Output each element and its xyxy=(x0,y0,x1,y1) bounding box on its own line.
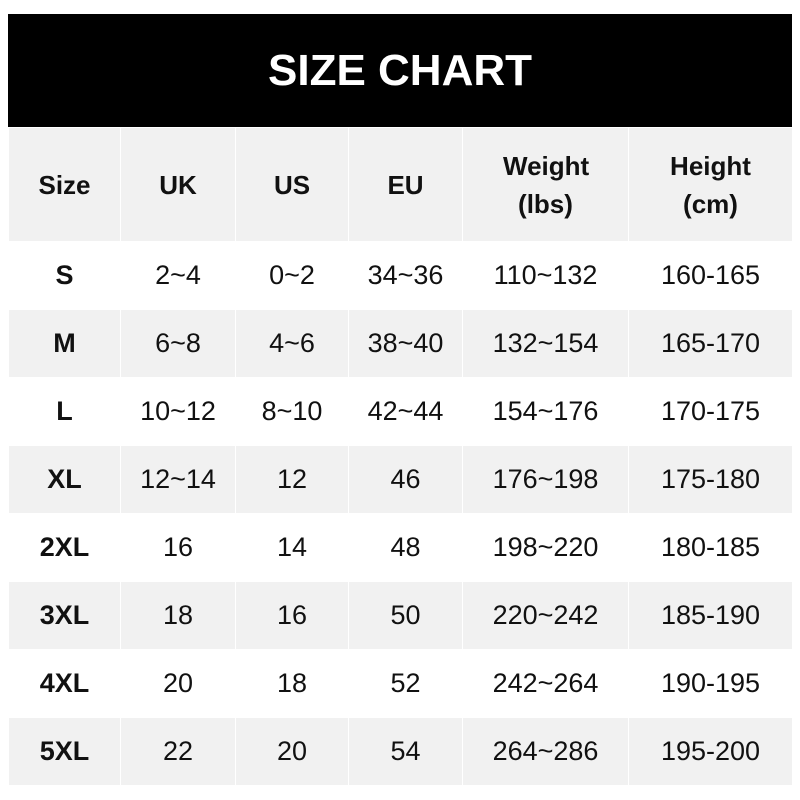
table-row: 3XL 18 16 50 220~242 185-190 xyxy=(8,581,793,650)
table-cell: 16 xyxy=(120,513,236,582)
table-cell: 170-175 xyxy=(628,377,793,446)
table-row: 5XL 22 20 54 264~286 195-200 xyxy=(8,717,793,786)
table-cell: 38~40 xyxy=(348,309,463,378)
table-cell: 2~4 xyxy=(120,241,236,310)
table-cell: 46 xyxy=(348,445,463,514)
column-header: Weight (lbs) xyxy=(462,127,629,242)
column-header: EU xyxy=(348,127,463,242)
column-header: Size xyxy=(8,127,121,242)
table-cell: 8~10 xyxy=(235,377,349,446)
table-cell: 54 xyxy=(348,717,463,786)
column-header: UK xyxy=(120,127,236,242)
header-row: Size UK US EU Weight (lbs) Height (cm) xyxy=(8,127,793,242)
size-cell: XL xyxy=(8,445,121,514)
table-cell: 16 xyxy=(235,581,349,650)
table-cell: 42~44 xyxy=(348,377,463,446)
size-cell: L xyxy=(8,377,121,446)
table-cell: 10~12 xyxy=(120,377,236,446)
table-row: M 6~8 4~6 38~40 132~154 165-170 xyxy=(8,309,793,378)
size-cell: 5XL xyxy=(8,717,121,786)
table-cell: 242~264 xyxy=(462,649,629,718)
table-cell: 34~36 xyxy=(348,241,463,310)
table-cell: 12 xyxy=(235,445,349,514)
table-cell: 48 xyxy=(348,513,463,582)
size-cell: 4XL xyxy=(8,649,121,718)
table-row: 2XL 16 14 48 198~220 180-185 xyxy=(8,513,793,582)
table-cell: 50 xyxy=(348,581,463,650)
table-cell: 154~176 xyxy=(462,377,629,446)
table-cell: 20 xyxy=(235,717,349,786)
column-header: Height (cm) xyxy=(628,127,793,242)
table-cell: 0~2 xyxy=(235,241,349,310)
table-cell: 18 xyxy=(120,581,236,650)
table-cell: 190-195 xyxy=(628,649,793,718)
table-cell: 20 xyxy=(120,649,236,718)
table-cell: 220~242 xyxy=(462,581,629,650)
table-row: XL 12~14 12 46 176~198 175-180 xyxy=(8,445,793,514)
table-row: S 2~4 0~2 34~36 110~132 160-165 xyxy=(8,241,793,310)
size-cell: S xyxy=(8,241,121,310)
table-cell: 185-190 xyxy=(628,581,793,650)
size-chart-title: SIZE CHART xyxy=(8,14,792,127)
table-cell: 22 xyxy=(120,717,236,786)
size-cell: M xyxy=(8,309,121,378)
table-cell: 110~132 xyxy=(462,241,629,310)
table-cell: 180-185 xyxy=(628,513,793,582)
table-cell: 52 xyxy=(348,649,463,718)
size-cell: 2XL xyxy=(8,513,121,582)
column-header: US xyxy=(235,127,349,242)
table-cell: 6~8 xyxy=(120,309,236,378)
table-cell: 176~198 xyxy=(462,445,629,514)
table-cell: 264~286 xyxy=(462,717,629,786)
table-row: L 10~12 8~10 42~44 154~176 170-175 xyxy=(8,377,793,446)
size-table: Size UK US EU Weight (lbs) Height (cm) S 2~4 0~… xyxy=(8,127,793,786)
table-row: 4XL 20 18 52 242~264 190-195 xyxy=(8,649,793,718)
table-cell: 195-200 xyxy=(628,717,793,786)
table-cell: 160-165 xyxy=(628,241,793,310)
table-cell: 132~154 xyxy=(462,309,629,378)
table-cell: 14 xyxy=(235,513,349,582)
table-cell: 18 xyxy=(235,649,349,718)
size-cell: 3XL xyxy=(8,581,121,650)
table-cell: 198~220 xyxy=(462,513,629,582)
table-cell: 165-170 xyxy=(628,309,793,378)
table-cell: 4~6 xyxy=(235,309,349,378)
table-cell: 175-180 xyxy=(628,445,793,514)
table-cell: 12~14 xyxy=(120,445,236,514)
